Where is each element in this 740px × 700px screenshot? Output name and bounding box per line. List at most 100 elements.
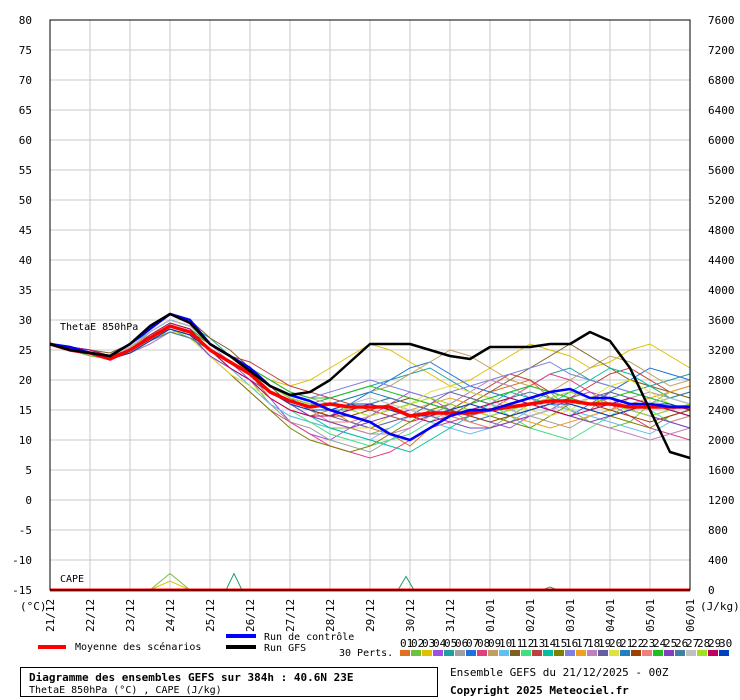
gfs-line (49, 312, 691, 460)
pert-number: 20 (609, 637, 622, 650)
y-tick-label: 15 (19, 404, 32, 417)
pert-number: 28 (697, 637, 710, 650)
pert-swatch (554, 650, 564, 656)
pert-swatch (499, 650, 509, 656)
y-tick-label-right: 4000 (708, 284, 735, 297)
member-line (49, 328, 691, 417)
y-tick-label: 60 (19, 134, 32, 147)
pert-swatch (477, 650, 487, 656)
pert-number: 11 (510, 637, 523, 650)
x-tick-label: 27/12 (284, 599, 297, 632)
pert-number: 21 (620, 637, 633, 650)
y-tick-label: -10 (12, 554, 32, 567)
pert-number: 02 (411, 637, 424, 650)
y-axis-left-unit: (°C) (20, 600, 47, 613)
y-axis-right-unit: (J/kg) (700, 600, 740, 613)
chart-subtitle: ThetaE 850hPa (°C) , CAPE (J/kg) (29, 685, 222, 696)
pert-number: 07 (466, 637, 479, 650)
pert-swatch (598, 650, 608, 656)
pert-number: 08 (477, 637, 490, 650)
x-axis: 21/12 22/12 23/12 24/12 25/12 26/12 27/12 28/12… (44, 599, 697, 632)
pert-swatch (642, 650, 652, 656)
pert-number: 26 (675, 637, 688, 650)
y-tick-label: 65 (19, 104, 32, 117)
perts-legend-label: 30 Perts. (339, 648, 393, 659)
main-series (49, 312, 691, 460)
pert-swatch (686, 650, 696, 656)
y-tick-label-right: 2000 (708, 434, 735, 447)
pert-number: 27 (686, 637, 699, 650)
pert-swatch (543, 650, 553, 656)
y-tick-label-right: 0 (708, 584, 715, 597)
pert-number: 23 (642, 637, 655, 650)
x-tick-label: 06/01 (684, 599, 697, 632)
pert-number: 10 (499, 637, 512, 650)
pert-number: 06 (455, 637, 468, 650)
pert-swatch (422, 650, 432, 656)
pert-number: 17 (576, 637, 589, 650)
pert-number: 14 (543, 637, 557, 650)
perturbation-legend: 0102030405060708091011121314151617181920… (400, 637, 732, 656)
pert-swatch (466, 650, 476, 656)
pert-swatch (719, 650, 729, 656)
y-tick-label-right: 6000 (708, 134, 735, 147)
pert-swatch (697, 650, 707, 656)
y-tick-label-right: 800 (708, 524, 728, 537)
pert-number: 18 (587, 637, 600, 650)
y-tick-label: 45 (19, 224, 32, 237)
thetae-series-label: ThetaE 850hPa (60, 322, 138, 333)
y-tick-label: 35 (19, 284, 32, 297)
mean-line (49, 324, 690, 418)
cape-peak (397, 575, 415, 591)
x-tick-label: 31/12 (444, 599, 457, 632)
y-tick-label-right: 3600 (708, 314, 735, 327)
pert-number: 24 (653, 637, 667, 650)
y-tick-label: 20 (19, 374, 32, 387)
y-tick-label: 80 (19, 14, 32, 27)
pert-swatch (653, 650, 663, 656)
pert-swatch (675, 650, 685, 656)
y-tick-label-right: 2800 (708, 374, 735, 387)
pert-swatch (708, 650, 718, 656)
x-tick-label: 29/12 (364, 599, 377, 632)
pert-swatch (444, 650, 454, 656)
cape-peak (225, 572, 243, 591)
y-axis-right: 7600720068006400600056005200480044004000… (708, 14, 735, 597)
pert-swatch (565, 650, 575, 656)
pert-number: 30 (719, 637, 732, 650)
x-tick-label: 23/12 (124, 599, 137, 632)
pert-swatch (532, 650, 542, 656)
plot-frame (49, 19, 691, 591)
y-tick-label-right: 4400 (708, 254, 735, 267)
pert-swatch (510, 650, 520, 656)
x-tick-label: 26/12 (244, 599, 257, 632)
ensemble-run-info: Ensemble GEFS du 21/12/2025 - 00Z (450, 666, 669, 679)
info-box: Diagramme des ensembles GEFS sur 384h : … (20, 667, 438, 697)
chart-title: Diagramme des ensembles GEFS sur 384h : … (29, 671, 354, 684)
y-tick-label: 70 (19, 74, 32, 87)
y-tick-label-right: 1600 (708, 464, 735, 477)
y-tick-label-right: 400 (708, 554, 728, 567)
control-line (49, 312, 690, 442)
x-tick-label: 25/12 (204, 599, 217, 632)
x-tick-label: 01/01 (484, 599, 497, 632)
pert-number: 05 (444, 637, 457, 650)
pert-number: 16 (565, 637, 578, 650)
y-tick-label-right: 5600 (708, 164, 735, 177)
pert-swatch (455, 650, 465, 656)
y-tick-label: -5 (19, 524, 32, 537)
pert-swatch (576, 650, 586, 656)
pert-number: 03 (422, 637, 435, 650)
pert-number: 15 (554, 637, 567, 650)
x-tick-label: 21/12 (44, 599, 57, 632)
pert-number: 09 (488, 637, 501, 650)
pert-swatch (609, 650, 619, 656)
x-tick-label: 22/12 (84, 599, 97, 632)
pert-swatch (620, 650, 630, 656)
y-tick-label: 10 (19, 434, 32, 447)
pert-number: 13 (532, 637, 545, 650)
copyright: Copyright 2025 Meteociel.fr (450, 684, 629, 697)
y-tick-label: 40 (19, 254, 32, 267)
